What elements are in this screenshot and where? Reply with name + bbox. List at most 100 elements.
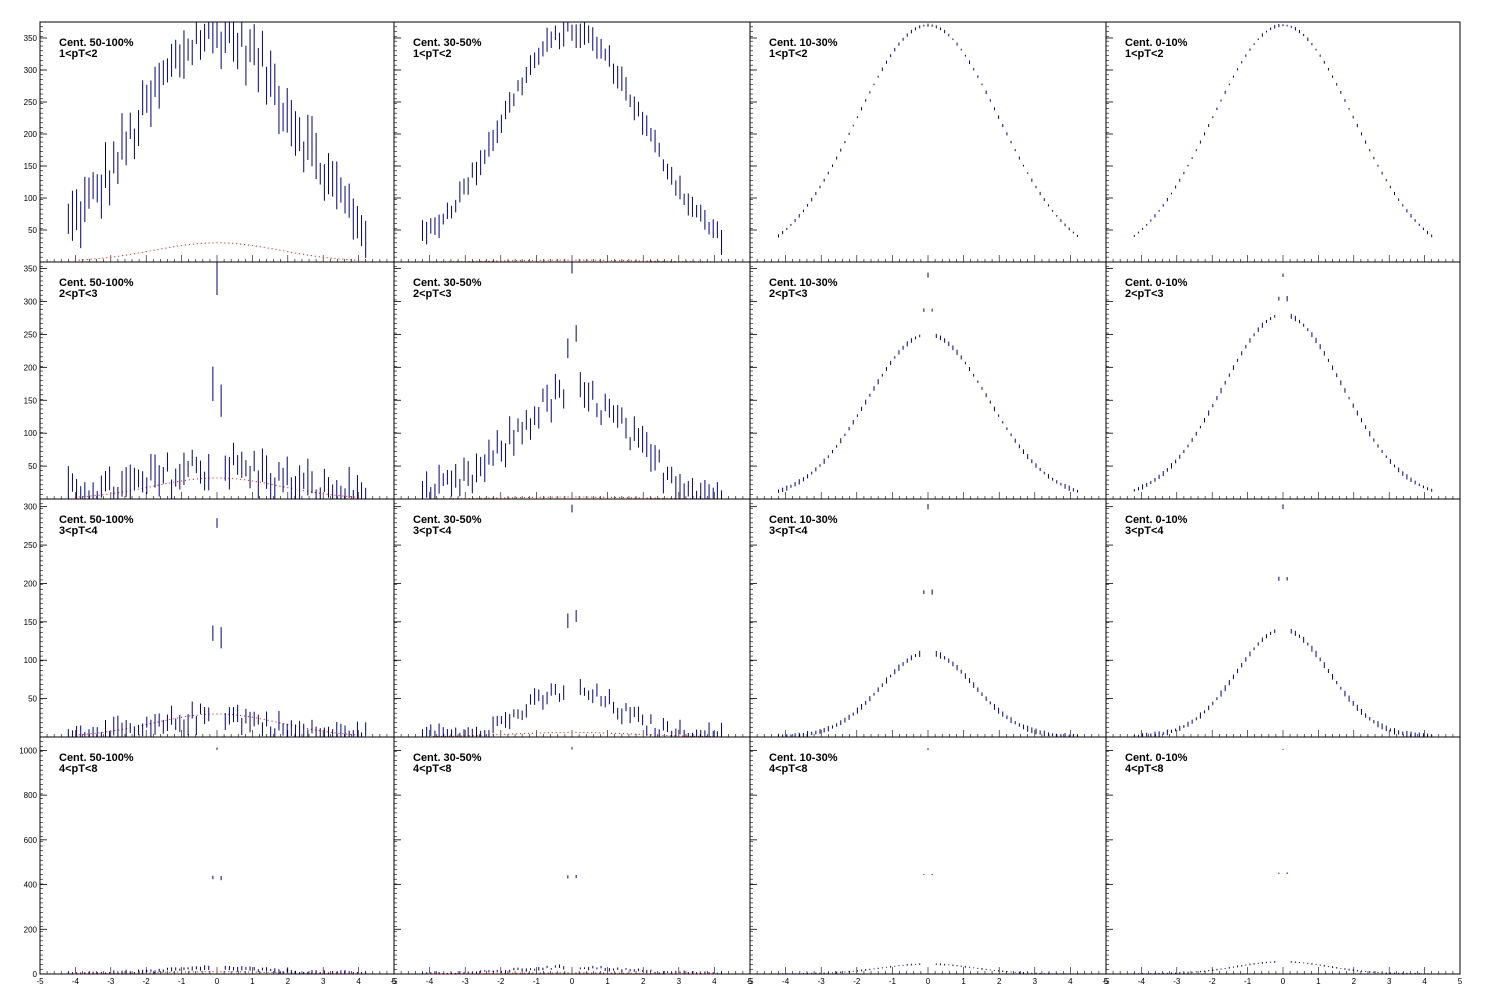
reference-point (650, 972, 652, 975)
reference-point (531, 732, 534, 734)
reference-point (563, 259, 565, 261)
reference-point (563, 972, 565, 974)
reference-point (82, 259, 84, 261)
reference-point (527, 732, 530, 734)
reference-point (74, 973, 76, 975)
reference-point (98, 257, 100, 260)
reference-point (512, 260, 514, 262)
reference-point (563, 731, 565, 734)
reference-point (531, 496, 534, 498)
reference-point (247, 479, 250, 481)
reference-point (153, 722, 155, 724)
y-tick-label: 600 (24, 836, 38, 845)
reference-point (638, 497, 640, 499)
reference-point (512, 972, 514, 974)
reference-point (181, 480, 183, 482)
reference-point (666, 734, 668, 737)
pt-range-label: 1<pT<2 (413, 48, 452, 60)
y-tick-label: 150 (24, 618, 38, 627)
reference-point (551, 496, 553, 498)
reference-point (346, 495, 348, 497)
reference-point (599, 732, 601, 734)
reference-point (82, 733, 84, 736)
y-tick-label: 100 (24, 429, 38, 438)
reference-point (694, 973, 696, 975)
reference-point (543, 972, 545, 974)
reference-point (342, 258, 344, 260)
reference-point (583, 972, 585, 974)
reference-point (587, 731, 589, 734)
reference-point (504, 733, 506, 735)
y-tick-label: 300 (24, 66, 38, 75)
centrality-label: Cent. 0-10% (1125, 752, 1188, 764)
reference-point (610, 972, 613, 974)
y-tick-label: 1000 (19, 746, 37, 755)
y-tick-label: 250 (24, 330, 38, 339)
pt-range-label: 4<pT<8 (413, 763, 452, 775)
reference-point (559, 496, 561, 498)
reference-point (638, 260, 640, 262)
reference-point (642, 972, 644, 974)
reference-point (338, 732, 340, 734)
reference-point (595, 972, 597, 974)
reference-point (165, 719, 167, 721)
reference-point (102, 494, 104, 496)
reference-point (82, 496, 84, 498)
reference-point (610, 496, 613, 498)
reference-point (610, 732, 613, 734)
pt-range-label: 3<pT<4 (769, 525, 808, 537)
x-tick-label: 4 (1422, 977, 1427, 986)
x-tick-label: -3 (1173, 977, 1181, 986)
reference-point (690, 973, 692, 975)
reference-point (523, 259, 526, 262)
reference-point (603, 259, 605, 261)
x-tick-label: 2 (641, 977, 646, 986)
reference-point (626, 497, 628, 499)
reference-point (161, 971, 163, 974)
reference-point (196, 714, 198, 716)
reference-point (575, 496, 577, 498)
reference-point (106, 493, 108, 495)
reference-point (535, 496, 538, 498)
panel-r0-c1: Cent. 30-50%1<pT<2 (393, 21, 751, 263)
reference-point (626, 260, 628, 262)
reference-point (496, 734, 498, 736)
pt-range-label: 2<pT<3 (59, 288, 98, 300)
reference-point (161, 483, 163, 486)
reference-point (106, 731, 108, 733)
reference-point (86, 733, 88, 735)
centrality-label: Cent. 50-100% (59, 514, 134, 526)
reference-point (220, 242, 222, 244)
reference-point (188, 243, 191, 246)
reference-point (334, 972, 336, 975)
reference-point (563, 496, 565, 498)
reference-point (591, 732, 593, 734)
reference-point (527, 496, 530, 499)
reference-point (358, 973, 360, 975)
reference-point (216, 242, 218, 244)
x-tick-label: 1 (605, 977, 610, 986)
reference-point (429, 973, 431, 975)
reference-point (74, 734, 76, 736)
reference-point (220, 971, 222, 973)
y-tick-label: 200 (24, 130, 38, 139)
reference-point (86, 258, 88, 261)
reference-point (322, 493, 324, 495)
reference-point (551, 972, 553, 974)
centrality-label: Cent. 30-50% (413, 752, 482, 764)
x-tick-label: 2 (286, 977, 291, 986)
reference-point (464, 973, 466, 975)
reference-point (484, 972, 486, 975)
reference-point (342, 495, 344, 497)
reference-point (145, 972, 147, 974)
reference-point (82, 973, 84, 975)
x-tick-label: 0 (215, 977, 220, 986)
x-tick-label: 5 (748, 977, 753, 986)
reference-point (587, 259, 589, 261)
reference-point (232, 242, 234, 244)
panel-r2-c3: Cent. 0-10%3<pT<4 (1105, 498, 1461, 738)
reference-point (90, 258, 92, 260)
reference-point (232, 477, 234, 480)
reference-point (642, 497, 644, 499)
reference-point (444, 973, 447, 975)
